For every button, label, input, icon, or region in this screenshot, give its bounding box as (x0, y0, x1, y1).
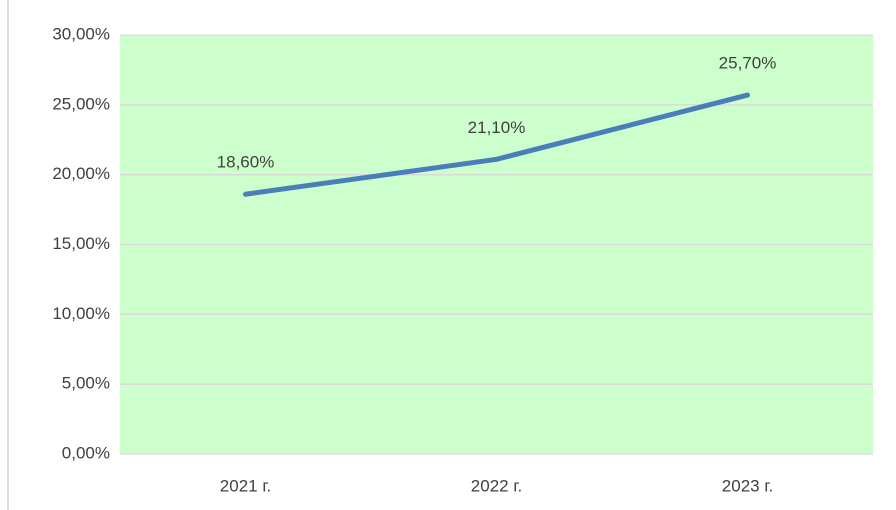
line-series (243, 92, 750, 197)
data-label: 25,70% (719, 54, 777, 73)
x-tick-label: 2021 г. (220, 476, 271, 495)
x-tick-label: 2023 г. (722, 476, 773, 495)
y-tick-label: 0,00% (62, 443, 110, 462)
data-label: 18,60% (217, 153, 275, 172)
y-tick-label: 25,00% (52, 94, 110, 113)
y-tick-label: 5,00% (62, 374, 110, 393)
y-tick-label: 10,00% (52, 304, 110, 323)
y-tick-label: 15,00% (52, 234, 110, 253)
y-tick-label: 20,00% (52, 164, 110, 183)
y-tick-label: 30,00% (52, 24, 110, 43)
x-tick-label: 2022 г. (471, 476, 522, 495)
data-label: 21,10% (468, 118, 526, 137)
